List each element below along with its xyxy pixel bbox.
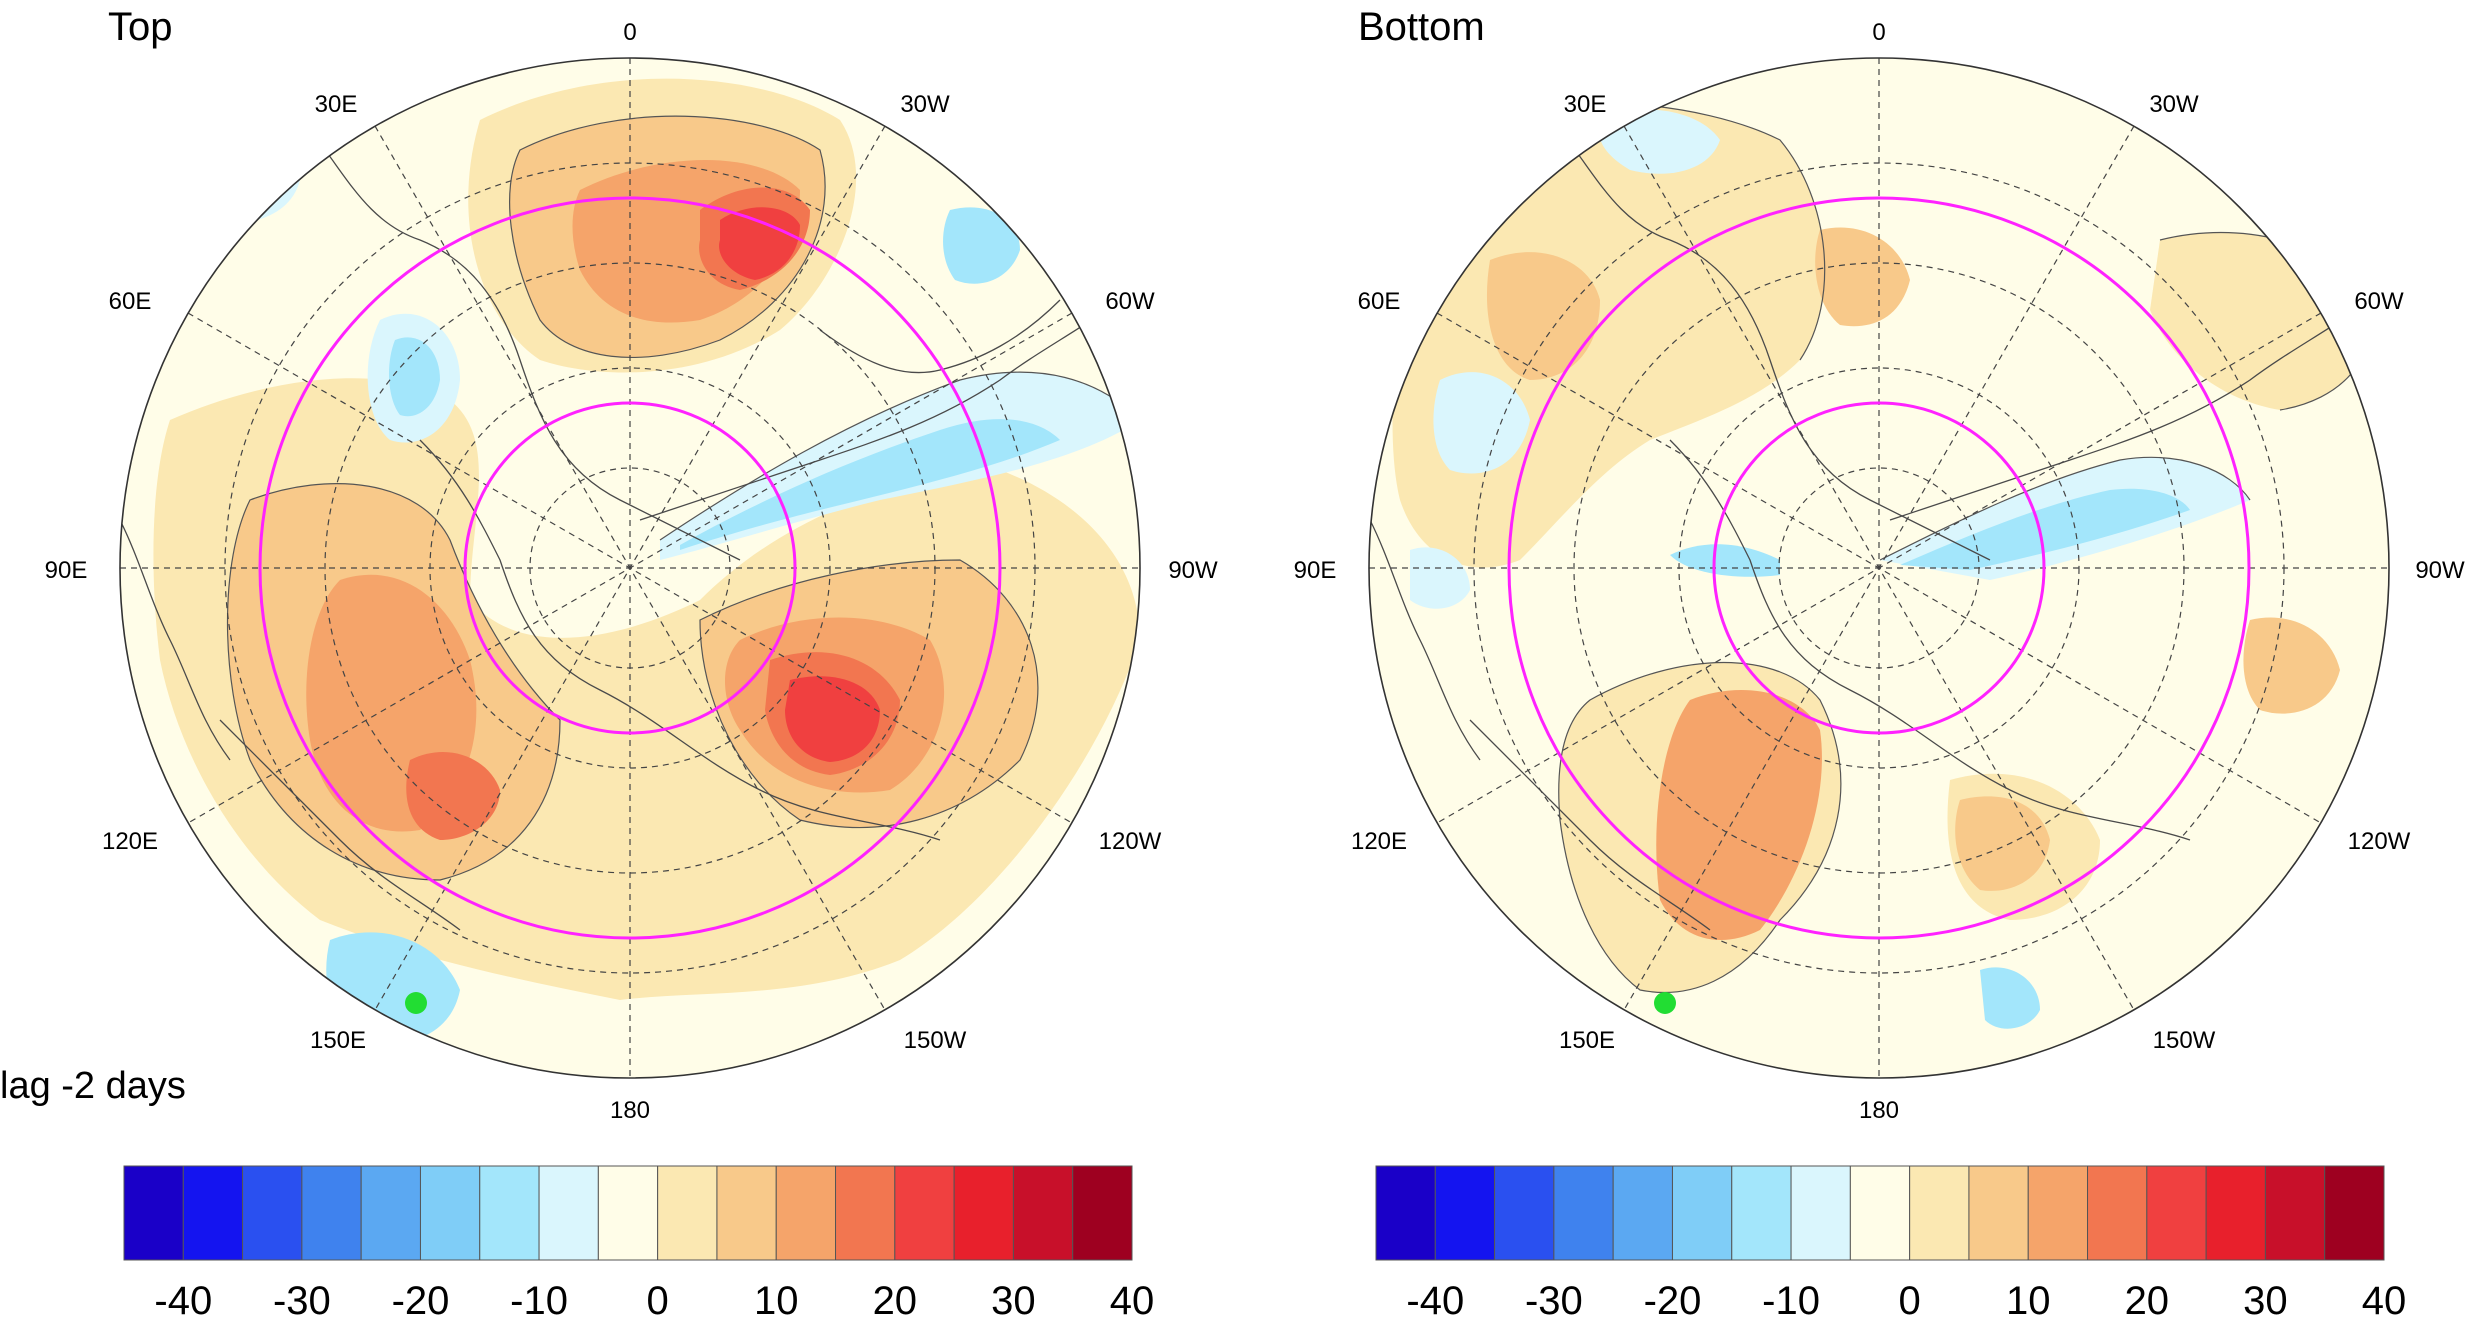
colorbar-swatch	[1553, 1165, 1614, 1261]
colorbar-swatch	[1790, 1165, 1851, 1261]
colorbar-swatch	[360, 1165, 421, 1261]
lon-label: 90E	[1294, 557, 1337, 584]
lon-label: 150E	[310, 1027, 366, 1054]
colorbar-tick-label: 30	[991, 1279, 1036, 1323]
lon-label: 90W	[2415, 557, 2465, 584]
longitude-labels: 0 30W 60W 90W 120W 150W 180 150E 120E 90…	[45, 19, 1218, 1124]
colorbar-tick-label: 0	[647, 1279, 669, 1323]
colorbar-swatch	[716, 1165, 777, 1261]
inner-ring	[463, 401, 797, 735]
inner-ring	[1712, 401, 2046, 735]
colorbar-right: -40 -30 -20 -10 0 10 20 30 40	[1375, 1165, 2407, 1323]
colorbar-swatch	[657, 1165, 718, 1261]
panel-top: Top	[45, 5, 1218, 1124]
lon-label: 30W	[2149, 91, 2199, 118]
colorbar-swatch	[835, 1165, 896, 1261]
colorbar-tick-label: 20	[873, 1279, 918, 1323]
colorbar-swatch	[182, 1165, 244, 1261]
panel-title: Bottom	[1358, 5, 1485, 49]
colorbar-tick-label: 30	[2243, 1279, 2288, 1323]
colorbar-swatch	[2264, 1165, 2326, 1261]
colorbar-swatch	[1731, 1165, 1792, 1261]
location-marker	[1654, 992, 1676, 1014]
colorbar-swatch	[479, 1165, 540, 1261]
lon-label: 60W	[1105, 288, 1155, 315]
colorbar-tick-label: -20	[1644, 1279, 1702, 1323]
colorbar-swatch	[242, 1165, 303, 1261]
colorbar-swatch	[1375, 1165, 1436, 1261]
location-marker	[405, 992, 427, 1014]
colorbar-swatch	[1012, 1165, 1074, 1261]
colorbar-swatch	[953, 1165, 1014, 1261]
lon-label: 120W	[2348, 828, 2411, 855]
colorbar-tick-label: -40	[154, 1279, 212, 1323]
colorbar-left: -40 -30 -20 -10 0 10 20 30 40	[123, 1165, 1155, 1323]
colorbar-swatch	[894, 1165, 955, 1261]
colorbar-tick-label: -10	[1762, 1279, 1820, 1323]
lon-label: 30E	[315, 91, 358, 118]
lon-label: 180	[1859, 1097, 1899, 1124]
colorbar-swatch	[1434, 1165, 1496, 1261]
lon-label: 60E	[1358, 288, 1401, 315]
lon-label: 120W	[1099, 828, 1162, 855]
colorbar-swatch	[597, 1165, 659, 1261]
lon-label: 120E	[1351, 828, 1407, 855]
colorbar-tick-label: 20	[2125, 1279, 2170, 1323]
colorbar-tick-label: -30	[273, 1279, 331, 1323]
lon-label: 60E	[109, 288, 152, 315]
colorbar-swatch	[2205, 1165, 2266, 1261]
colorbar-tick-label: 40	[1110, 1279, 1155, 1323]
lon-label: 120E	[102, 828, 158, 855]
map-boundary	[119, 57, 1141, 1079]
colorbar-tick-label: 40	[2362, 1279, 2407, 1323]
lon-label: 0	[623, 19, 636, 46]
lon-label: 90E	[45, 557, 88, 584]
colorbar-swatch	[538, 1165, 599, 1261]
colorbar-tick-label: 10	[2006, 1279, 2051, 1323]
lon-label: 60W	[2354, 288, 2404, 315]
colorbar-swatch	[1849, 1165, 1911, 1261]
colorbar-swatch	[123, 1165, 184, 1261]
colorbar-swatch	[1072, 1165, 1133, 1261]
colorbar-swatch	[1671, 1165, 1733, 1261]
colorbar-swatch	[2027, 1165, 2089, 1261]
lon-label: 90W	[1168, 557, 1218, 584]
longitude-labels: 0 30W 60W 90W 120W 150W 180 150E 120E 90…	[1294, 19, 2465, 1124]
lon-label: 180	[610, 1097, 650, 1124]
lon-label: 150W	[904, 1027, 967, 1054]
colorbar-swatch	[301, 1165, 362, 1261]
colorbar-tick-label: -30	[1525, 1279, 1583, 1323]
lon-label: 0	[1872, 19, 1885, 46]
outer-ring	[258, 196, 1002, 940]
colorbar-tick-label: -40	[1406, 1279, 1464, 1323]
colorbar-swatch	[775, 1165, 837, 1261]
colorbar-swatch	[1909, 1165, 1970, 1261]
colorbar-swatch	[1612, 1165, 1673, 1261]
contour-field	[120, 58, 1140, 1078]
panel-bottom: Bottom	[1294, 5, 2465, 1124]
colorbar-tick-label: 0	[1899, 1279, 1921, 1323]
map-boundary	[1368, 57, 2390, 1079]
graticule	[120, 58, 1140, 1078]
lon-label: 30E	[1564, 91, 1607, 118]
colorbar-swatch	[2146, 1165, 2207, 1261]
outer-ring	[1507, 196, 2251, 940]
colorbar-swatch	[419, 1165, 481, 1261]
colorbar-tick-label: 10	[754, 1279, 799, 1323]
colorbar-swatch	[2324, 1165, 2385, 1261]
lon-label: 30W	[900, 91, 950, 118]
graticule	[1369, 58, 2389, 1078]
panel-title: Top	[108, 5, 173, 49]
colorbar-tick-label: -10	[510, 1279, 568, 1323]
lon-label: 150E	[1559, 1027, 1615, 1054]
colorbar-swatch	[1494, 1165, 1555, 1261]
lag-label: lag -2 days	[0, 1065, 186, 1107]
lon-label: 150W	[2153, 1027, 2216, 1054]
colorbar-tick-label: -20	[392, 1279, 450, 1323]
colorbar-swatch	[2087, 1165, 2148, 1261]
colorbar-swatch	[1968, 1165, 2029, 1261]
